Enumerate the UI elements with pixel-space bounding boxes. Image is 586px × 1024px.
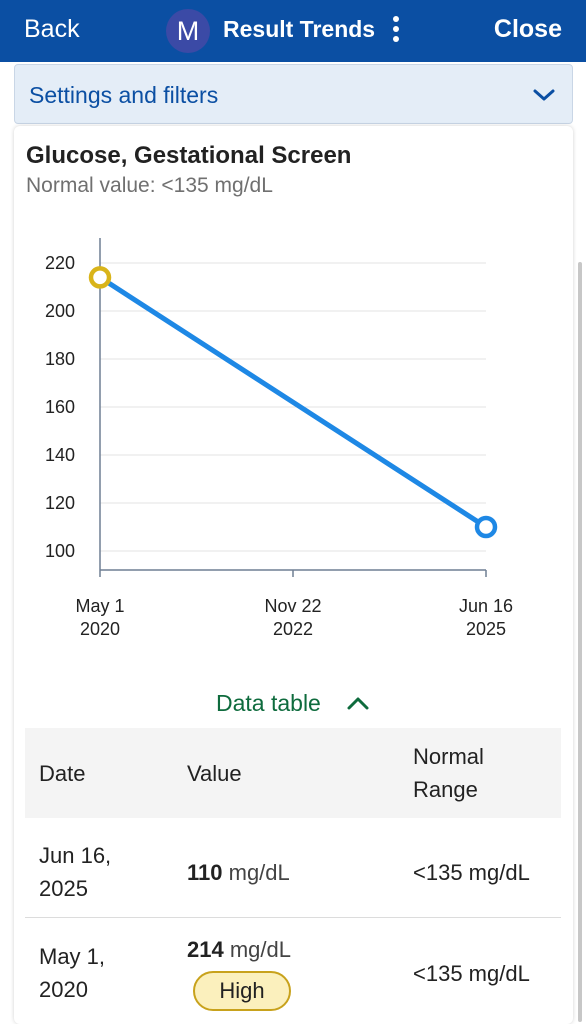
normal-value: Normal value: <135 mg/dL (26, 174, 273, 197)
x-tick-label: May 1 (75, 596, 124, 616)
top-bar: Back M Result Trends Close (0, 0, 586, 62)
chevron-down-icon (533, 89, 555, 101)
row-normal-range: <135 mg/dL (413, 860, 530, 885)
settings-filters-label: Settings and filters (29, 82, 219, 108)
column-normal-range-line1: Normal (413, 744, 484, 769)
chevron-up-icon (347, 697, 369, 710)
y-tick-label: 100 (45, 541, 75, 561)
data-point (474, 515, 498, 539)
row-unit: mg/dL (228, 860, 290, 885)
y-tick-label: 220 (45, 253, 75, 273)
avatar[interactable]: M (166, 9, 210, 53)
column-normal-range-line2: Range (413, 777, 478, 802)
row-date-line2: 2025 (39, 876, 88, 901)
row-date-line1: Jun 16, (39, 843, 112, 868)
trend-chart: 220 200 180 160 140 120 100 May 1 2020 Nov 22 2022… (45, 238, 513, 639)
row-unit: mg/dL (229, 937, 291, 962)
page-title: Result Trends (223, 16, 376, 42)
x-tick-label: Jun 16 (459, 596, 513, 616)
y-tick-label: 140 (45, 445, 75, 465)
row-value: 110 (187, 860, 223, 885)
row-date-line2: 2020 (39, 977, 88, 1002)
y-tick-label: 200 (45, 301, 75, 321)
more-options-icon[interactable] (386, 14, 406, 48)
row-normal-range: <135 mg/dL (413, 961, 530, 986)
table-row: May 1, 2020 214 mg/dL High <135 mg/dL (25, 919, 561, 1024)
y-tick-label: 160 (45, 397, 75, 417)
test-name: Glucose, Gestational Screen (26, 142, 352, 169)
data-table-toggle[interactable]: Data table (216, 690, 369, 717)
data-point-high (88, 266, 112, 289)
back-button[interactable]: Back (24, 15, 80, 43)
x-tick-label: Nov 22 (264, 596, 321, 616)
x-tick-label: 2025 (466, 619, 506, 639)
column-date: Date (39, 761, 86, 786)
scrollbar[interactable] (578, 262, 582, 1022)
x-tick-label: 2022 (273, 619, 313, 639)
x-tick-label: 2020 (80, 619, 120, 639)
y-tick-label: 180 (45, 349, 75, 369)
settings-filters-toggle[interactable]: Settings and filters (14, 64, 573, 124)
data-table-label: Data table (216, 690, 321, 716)
close-button[interactable]: Close (493, 15, 562, 43)
row-value: 214 (187, 937, 224, 962)
row-date-line1: May 1, (39, 944, 106, 969)
status-badge-high: High (193, 971, 291, 1011)
table-header: Date Value Normal Range (25, 728, 561, 818)
table-row: Jun 16, 2025 110 mg/dL <135 mg/dL (25, 818, 561, 918)
series-line (97, 274, 489, 530)
column-value: Value (187, 761, 242, 786)
y-tick-label: 120 (45, 493, 75, 513)
